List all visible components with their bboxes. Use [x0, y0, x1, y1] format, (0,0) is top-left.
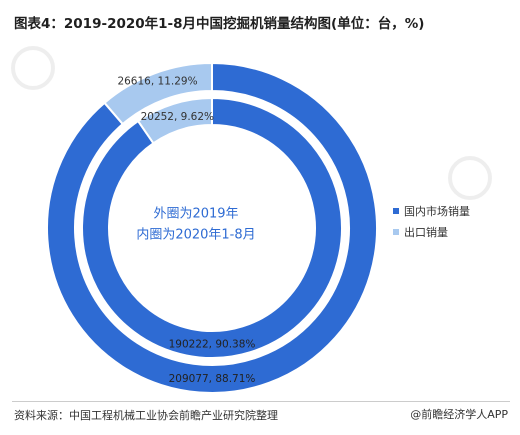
slice-labels: 209077, 88.71% 26616, 11.29% 190222, 90.38…: [117, 75, 255, 385]
watermark-logo: [445, 150, 495, 214]
legend-swatch-0: [393, 208, 399, 214]
ring-0-slice-1: [103, 61, 213, 126]
ring-0-slice-1-label: 26616, 11.29%: [117, 75, 197, 87]
brand-credit: @前瞻经济学人APP: [410, 406, 508, 422]
outer-ring: [46, 61, 378, 394]
ring-1-slice-0-label: 190222, 90.38%: [169, 339, 256, 351]
ring-1-slice-1-label: 20252, 9.62%: [141, 111, 214, 123]
ring-1-slice-1: [136, 96, 213, 145]
ring-1-slice-0: [81, 96, 343, 359]
inner-ring: [81, 96, 343, 359]
legend-label-1: 出口销量: [404, 225, 448, 239]
legend-swatch-1: [393, 229, 399, 235]
center-note-line-1: 内圈为2020年1-8月: [136, 227, 255, 243]
watermark-logo: [8, 40, 58, 104]
chart-title: 图表4：2019-2020年1-8月中国挖掘机销量结构图(单位：台，%): [14, 16, 425, 32]
legend-label-0: 国内市场销量: [404, 204, 470, 218]
source-note: 资料来源：中国工程机械工业协会前瞻产业研究院整理: [14, 409, 278, 422]
brand-text: @前瞻经济学人APP: [410, 408, 508, 421]
footer-divider: [12, 401, 510, 402]
ring-0-slice-0: [46, 61, 378, 394]
center-note-line-0: 外圈为2019年: [153, 207, 238, 222]
ring-0-slice-0-label: 209077, 88.71%: [169, 373, 256, 385]
